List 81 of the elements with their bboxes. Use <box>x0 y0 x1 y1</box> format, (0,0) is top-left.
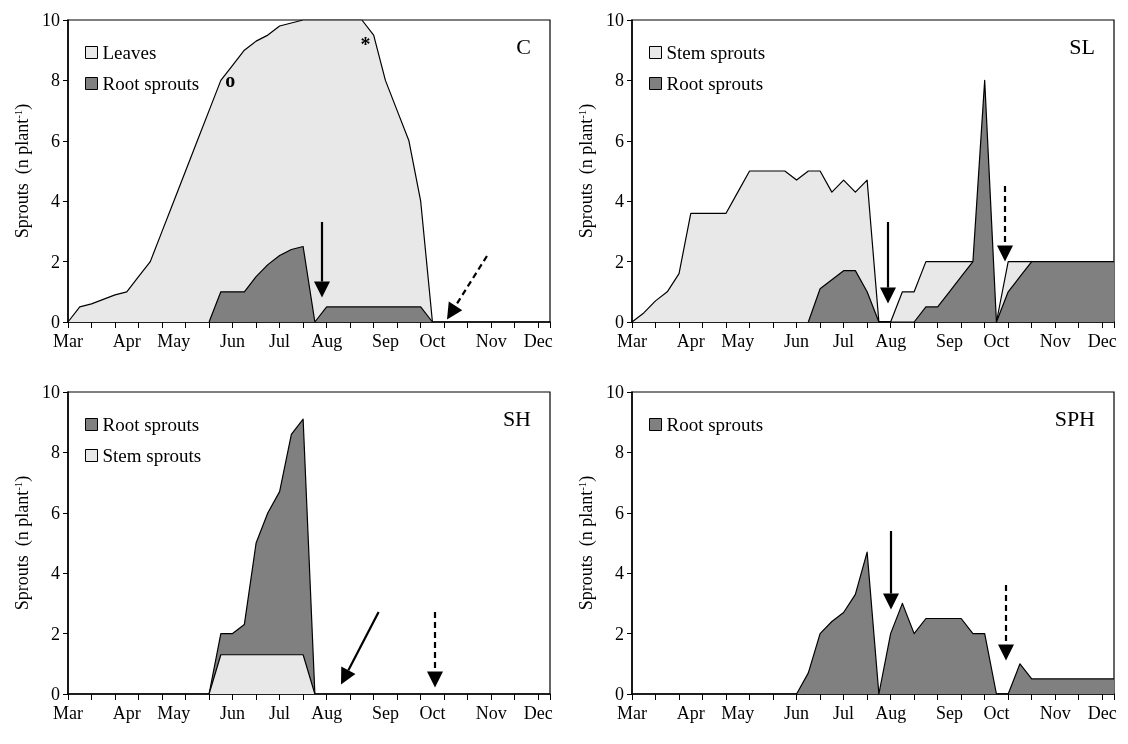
x-tick-label: Mar <box>53 703 83 723</box>
x-tick-label: Aug <box>875 331 907 351</box>
x-tick-label: Oct <box>419 331 446 351</box>
y-tick-label: 4 <box>51 563 60 584</box>
y-tick-label: 8 <box>51 442 60 463</box>
x-tick-label: Sep <box>935 703 963 723</box>
y-tick-label: 6 <box>615 502 624 523</box>
y-tick-label: 0 <box>51 684 60 704</box>
x-tick-label: Oct <box>983 331 1010 351</box>
y-tick-label: 4 <box>615 563 624 584</box>
y-tick-label: 10 <box>606 382 624 402</box>
annotation: * <box>360 33 371 56</box>
x-tick-label: Mar <box>617 331 647 351</box>
y-axis-title: Sprouts (n plant-1) <box>576 475 598 611</box>
x-tick-label: Aug <box>311 703 343 723</box>
text: SL <box>1069 33 1096 59</box>
y-tick-label: 2 <box>615 251 624 272</box>
y-tick-label: 0 <box>615 684 624 704</box>
y-tick-label: 6 <box>615 130 624 151</box>
y-tick-label: 4 <box>615 191 624 212</box>
x-tick-label: May <box>157 703 191 723</box>
annotation: o <box>225 69 236 92</box>
y-tick-label: 2 <box>51 251 60 272</box>
legend-label: Root sprouts <box>666 414 764 435</box>
text: C <box>516 33 532 59</box>
x-tick-label: Dec <box>523 703 553 723</box>
x-tick-label: Apr <box>112 331 141 351</box>
x-tick-label: May <box>721 331 755 351</box>
legend-label: Root sprouts <box>102 414 200 435</box>
y-tick-label: 10 <box>42 10 60 30</box>
x-tick-label: Jun <box>220 703 246 723</box>
x-tick-label: Dec <box>1087 703 1117 723</box>
x-tick-label: Oct <box>983 703 1010 723</box>
y-tick-label: 10 <box>606 10 624 30</box>
y-tick-label: 0 <box>51 312 60 332</box>
y-axis-title: Sprouts (n plant-1) <box>12 475 34 611</box>
x-tick-label: Sep <box>935 331 963 351</box>
y-tick-label: 8 <box>615 70 624 91</box>
x-tick-label: Aug <box>875 703 907 723</box>
x-tick-label: Jul <box>833 331 855 351</box>
legend-label: Stem sprouts <box>102 445 202 466</box>
x-tick-label: Jul <box>833 703 855 723</box>
x-tick-label: Sep <box>371 331 399 351</box>
x-tick-label: Jun <box>784 331 810 351</box>
x-tick-label: Nov <box>1039 331 1071 351</box>
y-tick-label: 0 <box>615 312 624 332</box>
y-tick-label: 8 <box>615 442 624 463</box>
legend-label: Root sprouts <box>666 73 764 94</box>
y-tick-label: 2 <box>615 623 624 644</box>
x-tick-label: Apr <box>676 331 705 351</box>
y-tick-label: 8 <box>51 70 60 91</box>
x-tick-label: Nov <box>475 331 507 351</box>
y-axis-title: Sprouts (n plant-1) <box>576 103 598 239</box>
x-tick-label: Aug <box>311 331 343 351</box>
y-tick-label: 6 <box>51 502 60 523</box>
y-tick-label: 4 <box>51 191 60 212</box>
legend-label: Stem sprouts <box>666 42 766 63</box>
x-tick-label: Sep <box>371 703 399 723</box>
x-tick-label: Oct <box>419 703 446 723</box>
x-tick-label: Jul <box>269 703 291 723</box>
y-axis-title: Sprouts (n plant-1) <box>12 103 34 239</box>
legend-label: Leaves <box>102 42 157 63</box>
legend-label: Root sprouts <box>102 73 200 94</box>
x-tick-label: Mar <box>53 331 83 351</box>
x-tick-label: Jun <box>220 331 246 351</box>
text: SH <box>502 405 532 431</box>
x-tick-label: May <box>721 703 755 723</box>
x-tick-label: Apr <box>676 703 705 723</box>
y-tick-label: 6 <box>51 130 60 151</box>
x-tick-label: Nov <box>1039 703 1071 723</box>
x-tick-label: Jun <box>784 703 810 723</box>
x-tick-label: May <box>157 331 191 351</box>
y-tick-label: 2 <box>51 623 60 644</box>
x-tick-label: Dec <box>523 331 553 351</box>
text: SPH <box>1054 405 1096 431</box>
x-tick-label: Apr <box>112 703 141 723</box>
y-tick-label: 10 <box>42 382 60 402</box>
x-tick-label: Jul <box>269 331 291 351</box>
x-tick-label: Mar <box>617 703 647 723</box>
x-tick-label: Nov <box>475 703 507 723</box>
x-tick-label: Dec <box>1087 331 1117 351</box>
